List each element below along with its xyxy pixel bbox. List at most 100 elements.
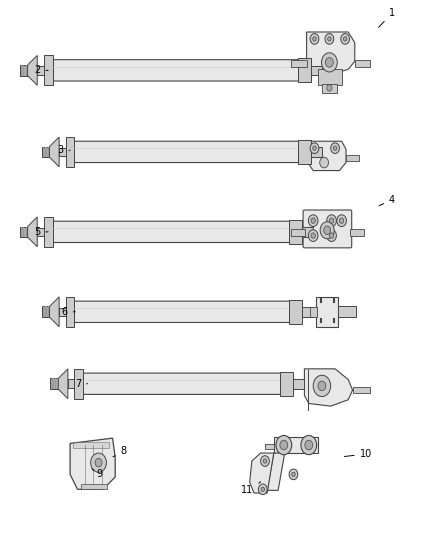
Polygon shape xyxy=(250,453,274,493)
Circle shape xyxy=(320,157,328,168)
Bar xyxy=(23,227,24,237)
FancyBboxPatch shape xyxy=(52,60,299,81)
Bar xyxy=(59,148,66,156)
Bar xyxy=(74,369,83,399)
Bar xyxy=(73,442,109,448)
Bar xyxy=(274,437,318,453)
Circle shape xyxy=(301,435,317,455)
Circle shape xyxy=(308,230,318,241)
Bar xyxy=(21,227,22,237)
Bar xyxy=(53,378,54,389)
Bar xyxy=(59,308,66,316)
Bar xyxy=(311,66,322,75)
Polygon shape xyxy=(304,369,353,406)
Bar xyxy=(43,306,44,317)
Bar xyxy=(20,65,28,76)
Bar xyxy=(353,387,370,393)
Bar xyxy=(311,147,322,157)
Circle shape xyxy=(329,233,334,238)
Circle shape xyxy=(327,85,332,91)
Bar xyxy=(52,378,53,389)
Polygon shape xyxy=(49,137,59,167)
Bar xyxy=(45,306,46,317)
FancyBboxPatch shape xyxy=(74,301,290,322)
Circle shape xyxy=(276,435,292,455)
Circle shape xyxy=(327,230,336,241)
Circle shape xyxy=(337,215,346,227)
Bar xyxy=(81,484,107,489)
Bar xyxy=(50,378,58,389)
Text: 1: 1 xyxy=(378,9,395,27)
Bar xyxy=(355,60,370,67)
Text: 7: 7 xyxy=(75,379,88,389)
Bar xyxy=(302,227,313,237)
Text: 4: 4 xyxy=(379,195,395,206)
Bar xyxy=(68,379,74,388)
Bar xyxy=(42,306,49,317)
Circle shape xyxy=(341,34,350,44)
Polygon shape xyxy=(28,55,37,85)
Bar xyxy=(55,378,56,389)
Circle shape xyxy=(321,53,337,72)
FancyBboxPatch shape xyxy=(82,373,281,394)
Polygon shape xyxy=(267,453,285,490)
Polygon shape xyxy=(49,297,59,327)
Circle shape xyxy=(313,37,316,41)
Bar xyxy=(23,65,24,76)
Polygon shape xyxy=(70,438,115,489)
Text: 9: 9 xyxy=(92,469,103,479)
Circle shape xyxy=(261,456,269,466)
Text: 3: 3 xyxy=(57,146,70,155)
Circle shape xyxy=(333,146,337,150)
Bar xyxy=(280,372,293,395)
Bar xyxy=(298,140,311,164)
Text: 2: 2 xyxy=(34,66,48,75)
Bar xyxy=(338,306,356,317)
Bar xyxy=(45,147,46,157)
Bar xyxy=(48,306,49,317)
Bar xyxy=(66,297,74,327)
Bar xyxy=(291,60,307,67)
Text: 10: 10 xyxy=(344,449,372,459)
Text: 6: 6 xyxy=(62,307,75,317)
Polygon shape xyxy=(307,141,346,171)
Circle shape xyxy=(343,37,347,41)
Text: 8: 8 xyxy=(113,447,127,457)
Bar xyxy=(316,297,338,327)
Bar xyxy=(44,217,53,247)
Polygon shape xyxy=(58,369,68,399)
Bar xyxy=(346,155,359,161)
Circle shape xyxy=(91,453,106,472)
Circle shape xyxy=(325,34,334,44)
Bar xyxy=(46,306,47,317)
Circle shape xyxy=(95,458,102,467)
Bar xyxy=(293,379,304,389)
Bar xyxy=(46,147,47,157)
Bar xyxy=(42,147,49,157)
Circle shape xyxy=(292,472,295,477)
Bar xyxy=(37,228,44,236)
Bar xyxy=(298,59,311,82)
Circle shape xyxy=(324,226,331,235)
Circle shape xyxy=(289,469,298,480)
Circle shape xyxy=(325,58,333,67)
Circle shape xyxy=(263,459,267,463)
Bar xyxy=(44,55,53,85)
Circle shape xyxy=(313,146,316,150)
Circle shape xyxy=(310,34,319,44)
Circle shape xyxy=(310,143,319,154)
Bar xyxy=(43,147,44,157)
Circle shape xyxy=(320,222,334,239)
Circle shape xyxy=(261,487,265,491)
FancyBboxPatch shape xyxy=(52,221,290,243)
Bar xyxy=(20,227,28,237)
Circle shape xyxy=(329,218,334,223)
Circle shape xyxy=(258,484,267,495)
Bar xyxy=(57,378,58,389)
Text: 5: 5 xyxy=(34,227,48,237)
Circle shape xyxy=(308,215,318,227)
Circle shape xyxy=(318,381,326,391)
Bar xyxy=(289,220,302,244)
Circle shape xyxy=(311,218,315,223)
Bar xyxy=(21,65,22,76)
